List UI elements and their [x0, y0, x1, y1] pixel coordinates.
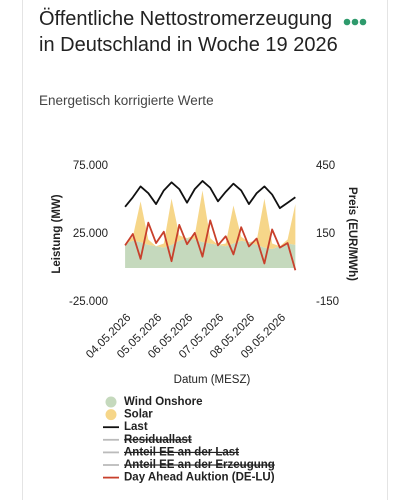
legend-label: Wind Onshore [124, 396, 202, 408]
menu-dot [343, 18, 351, 26]
chart-title: Öffentliche Nettostromerzeugung in Deuts… [39, 8, 338, 56]
x-axis-title: Datum (MESZ) [174, 374, 251, 386]
y2-tick-label: 150 [316, 228, 335, 240]
y-tick-label: 25.000 [73, 228, 108, 240]
chart-subtitle: Energetisch korrigierte Werte [39, 93, 214, 108]
y2-tick-label: -150 [316, 296, 339, 308]
line [124, 180, 296, 210]
legend-label: Day Ahead Auktion (DE-LU) [124, 472, 275, 484]
y-tick-label: 75.000 [73, 160, 108, 172]
menu-dot [351, 18, 359, 26]
area [125, 238, 296, 268]
y-axis-title: Leistung (MW) [51, 194, 63, 273]
legend-swatch [105, 396, 117, 408]
legend-label: Residuallast [124, 434, 192, 446]
legend-label: Anteil EE an der Erzeugung [124, 459, 275, 471]
line [124, 219, 297, 271]
menu-dot [359, 18, 367, 26]
y2-axis-title: Preis (EUR/MWh) [346, 187, 358, 281]
area [125, 190, 296, 249]
legend-label: Last [124, 421, 148, 433]
menu-button[interactable] [342, 16, 368, 28]
legend-swatch [105, 409, 117, 421]
y-tick-label: -25.000 [69, 296, 108, 308]
legend-label: Anteil EE an der Last [124, 446, 239, 458]
y2-tick-label: 450 [316, 160, 335, 172]
legend-label: Solar [124, 409, 153, 421]
